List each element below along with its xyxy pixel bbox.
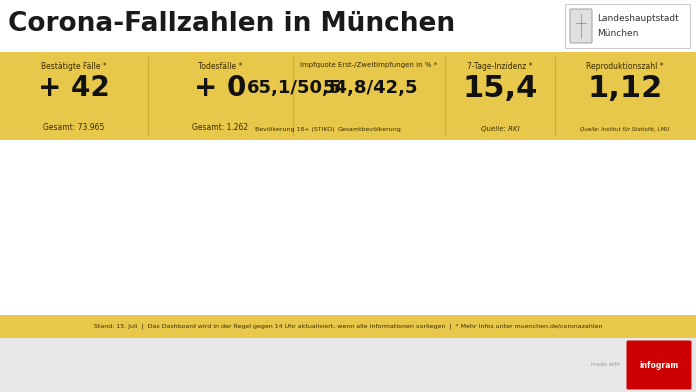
FancyBboxPatch shape	[565, 4, 690, 48]
Text: Gesamt: 1.262: Gesamt: 1.262	[192, 123, 248, 132]
Text: Bestätigte Fälle *: Bestätigte Fälle *	[41, 62, 107, 71]
Text: + 0: + 0	[193, 74, 246, 102]
Text: Corona-Fallzahlen in München: Corona-Fallzahlen in München	[8, 11, 455, 37]
Text: Stand: 15. Juli  |  Das Dashboard wird in der Regel gegen 14 Uhr aktualisiert, w: Stand: 15. Juli | Das Dashboard wird in …	[94, 324, 602, 329]
Text: + 42: + 42	[38, 74, 110, 102]
Text: 1,12: 1,12	[587, 74, 663, 102]
FancyBboxPatch shape	[570, 9, 592, 43]
Text: Todesfälle *: Todesfälle *	[198, 62, 242, 71]
Bar	[0, 338, 696, 392]
Text: Reproduktionszahl *: Reproduktionszahl *	[586, 62, 664, 71]
Text: Gesamt: 73.965: Gesamt: 73.965	[43, 123, 104, 132]
Legend: Erstimpfungen, Zweitimpfungen, Gesamt: Erstimpfungen, Zweitimpfungen, Gesamt	[63, 341, 204, 350]
Text: Quelle: RKI: Quelle: RKI	[481, 126, 519, 132]
Bar	[0, 140, 696, 315]
Text: Bevölkerung 18+ (STIKO): Bevölkerung 18+ (STIKO)	[255, 127, 335, 132]
Text: Gesamtbevölkerung: Gesamtbevölkerung	[338, 127, 402, 132]
Title: Entwicklung 7-Tage-Inzidenz: Entwicklung 7-Tage-Inzidenz	[292, 134, 429, 144]
Legend: München (95%-Konfidenzintervall), R = 1: München (95%-Konfidenzintervall), R = 1	[528, 341, 655, 350]
Text: 7-Tage-Inzidenz *: 7-Tage-Inzidenz *	[467, 62, 532, 71]
Text: Landeshauptstadt: Landeshauptstadt	[597, 14, 679, 23]
Bar	[0, 52, 696, 140]
Text: infogram: infogram	[640, 361, 679, 370]
Legend: Inzidenz>50, Inzidenz>100, 7-Tage-Inzidenz München (RKI): Inzidenz>50, Inzidenz>100, 7-Tage-Inzide…	[269, 341, 452, 350]
Title: Entwicklung Reproduktionszahl: Entwicklung Reproduktionszahl	[516, 134, 668, 144]
Bar	[0, 315, 696, 338]
Bar	[0, 0, 696, 52]
Text: 54,8/42,5: 54,8/42,5	[322, 79, 418, 97]
Text: made with: made with	[591, 363, 620, 368]
Title: Entwicklung Impfungen: Entwicklung Impfungen	[75, 134, 191, 144]
Text: Impfquote Erst-/Zweitimpfungen in % *: Impfquote Erst-/Zweitimpfungen in % *	[301, 62, 438, 68]
Text: 15,4: 15,4	[462, 74, 538, 102]
Text: München: München	[597, 29, 638, 38]
Text: 65,1/50,5: 65,1/50,5	[247, 79, 342, 97]
Text: Quelle: Institut für Statistik, LMU: Quelle: Institut für Statistik, LMU	[580, 127, 670, 132]
FancyBboxPatch shape	[626, 341, 692, 390]
